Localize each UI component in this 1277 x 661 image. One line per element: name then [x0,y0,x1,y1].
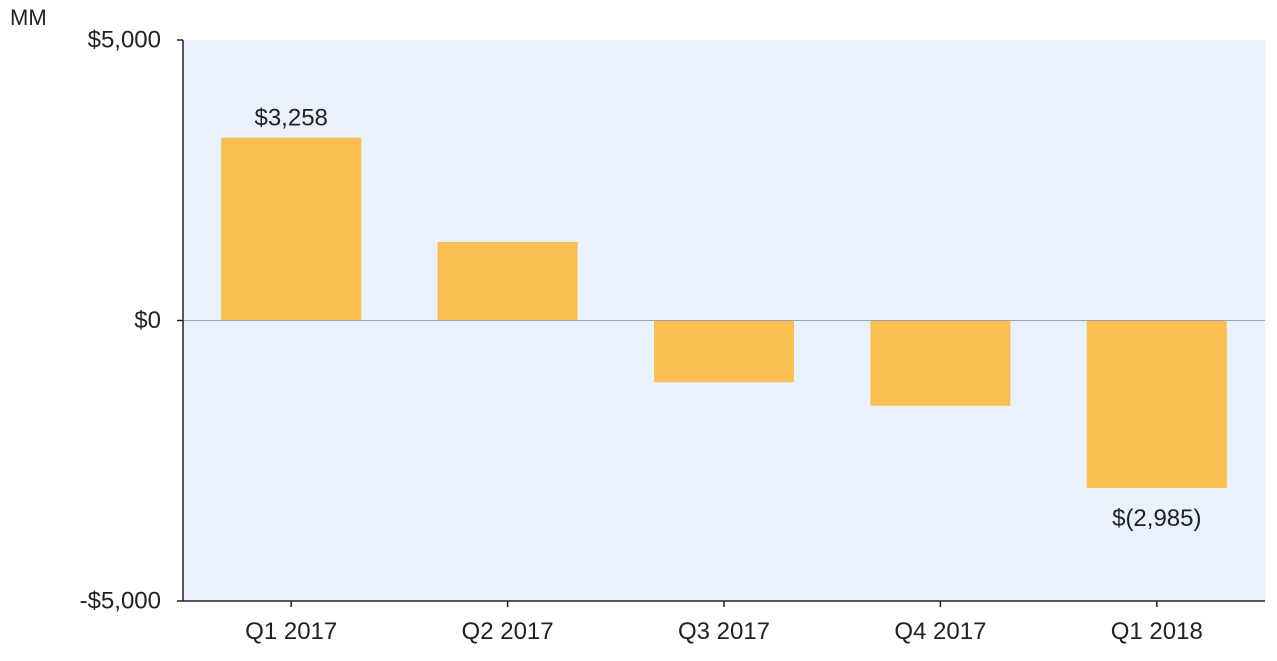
bars-layer [221,137,1227,488]
bar-q1-2017 [221,137,362,321]
y-axis-ticks: -$5,000 $0 $5,000 [80,27,183,615]
x-tick-label: Q3 2017 [678,618,770,645]
y-tick-label: $0 [134,307,161,334]
data-label: $(2,985) [1112,505,1201,532]
bar-q3-2017 [654,320,794,383]
bar-q1-2018 [1086,320,1227,488]
x-tick-label: Q1 2018 [1111,618,1203,645]
data-labels: $3,258 $(2,985) [254,105,1201,532]
y-tick-label: -$5,000 [80,588,161,615]
data-label: $3,258 [254,105,327,132]
unit-label: MM [10,5,47,30]
x-tick-label: Q4 2017 [894,618,986,645]
y-tick-label: $5,000 [88,27,161,54]
bar-q2-2017 [437,241,578,321]
x-tick-label: Q2 2017 [462,618,554,645]
x-axis-ticks: Q1 2017 Q2 2017 Q3 2017 Q4 2017 Q1 2018 [245,601,1203,645]
x-tick-label: Q1 2017 [245,618,337,645]
bar-q4-2017 [870,320,1011,406]
